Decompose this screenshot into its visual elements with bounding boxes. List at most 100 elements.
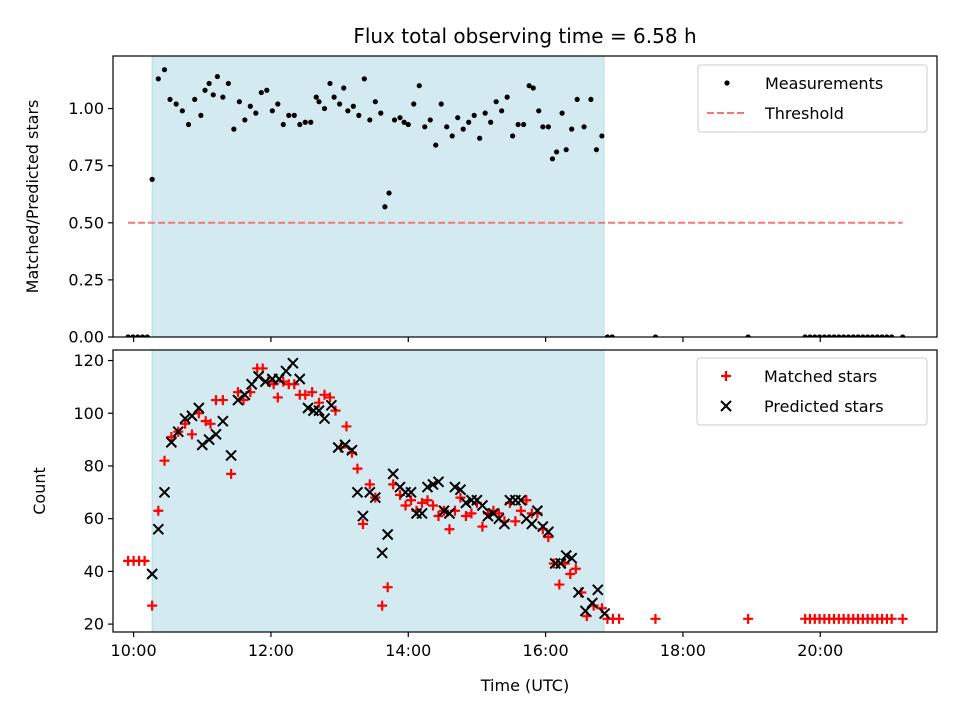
measurement-point [569, 126, 575, 132]
measurement-point [488, 119, 494, 125]
predicted-star-point [443, 507, 456, 520]
y-tick-label: 0.25 [68, 270, 104, 289]
bottom-panel: 20 40 60 80 100 120 10:00 12:00 14:00 16:00 18:00 2… [30, 349, 938, 695]
measurement-point [889, 334, 895, 337]
matched-star-point [166, 431, 177, 442]
measurement-point [405, 121, 411, 128]
matched-star-point [205, 418, 216, 429]
predicted-star-point [357, 510, 369, 522]
measurement-point [449, 133, 455, 139]
predicted-star-point [217, 415, 229, 427]
measurement-point [345, 108, 351, 114]
measurement-point [826, 334, 832, 337]
predicted-star-point [325, 399, 338, 412]
measurement-point [477, 135, 483, 141]
measurement-point [327, 80, 333, 87]
matched-star-point [341, 421, 352, 432]
measurement-point [297, 121, 303, 128]
measurement-point [341, 85, 347, 91]
predicted-star-point [515, 494, 527, 506]
measurement-point [308, 119, 314, 125]
y-tick-label: 0.50 [68, 213, 104, 232]
x-axis-label: Time (UTC) [480, 676, 569, 695]
predicted-star-point [225, 449, 237, 462]
matched-star-point [422, 495, 433, 506]
predicted-star-point [476, 499, 489, 512]
predicted-star-point [165, 436, 178, 448]
x-tick-label: 18:00 [660, 641, 706, 660]
measurement-point [372, 99, 378, 105]
observing-span [152, 56, 604, 337]
y-tick-label: 20 [84, 615, 104, 634]
measurement-point [378, 110, 384, 116]
legend: Matched stars Predicted stars [696, 357, 928, 426]
predicted-star-point [498, 518, 511, 530]
predicted-star-point [210, 428, 222, 441]
plot-frame [112, 55, 938, 338]
matched-star-point [364, 479, 375, 490]
matched-star-point [455, 492, 466, 503]
matched-star-point [278, 376, 289, 387]
measurement-point [515, 121, 521, 128]
measurement-point [521, 121, 527, 128]
measurement-point [652, 334, 659, 337]
measurement-point [206, 80, 212, 87]
measurement-point [563, 147, 569, 153]
measurement-point [302, 119, 308, 125]
legend-marker-plus [721, 371, 731, 381]
x-tick-label: 12:00 [248, 641, 294, 660]
measurement-point [845, 334, 852, 337]
matched-star-point [400, 500, 411, 511]
measurement-point [460, 126, 466, 132]
measurement-point [397, 115, 403, 121]
measurement-point [549, 156, 556, 162]
predicted-star-point [369, 491, 382, 504]
predicted-star-point [332, 441, 344, 454]
x-tick-label: 10:00 [111, 641, 157, 660]
measurement-point [269, 108, 275, 114]
measurement-point [900, 334, 906, 337]
measurement-point [855, 334, 861, 337]
measurement-point [382, 204, 388, 210]
measurement-point [242, 117, 248, 123]
matched-star-point [433, 511, 444, 522]
predicted-star-point [313, 404, 325, 417]
measurement-point [220, 94, 226, 100]
y-tick-label: 1.00 [68, 99, 104, 118]
matched-star-point [377, 600, 388, 611]
y-axis-label: Count [30, 467, 49, 515]
measurement-point [499, 108, 505, 114]
predicted-star-point [454, 483, 467, 496]
matched-star-point [319, 389, 330, 400]
y-tick-label: 120 [73, 351, 104, 370]
measurement-point [316, 99, 322, 105]
measurement-point [526, 83, 532, 89]
matched-star-point [614, 613, 625, 624]
x-tick-label: 14:00 [385, 641, 431, 660]
matched-star-point [897, 613, 908, 624]
measurement-point [609, 334, 615, 337]
matched-star-point [159, 455, 170, 466]
measurement-point [155, 76, 161, 82]
predicted-star-point [560, 549, 572, 562]
predicted-star-point [586, 597, 599, 609]
measurement-point [599, 133, 605, 139]
matched-star-point [565, 569, 576, 580]
matched-star-point [570, 563, 581, 574]
measurement-point [286, 112, 292, 118]
measurement-point [812, 334, 818, 337]
matched-star-point [444, 524, 455, 535]
measurement-point [841, 334, 847, 337]
legend-entry: Threshold [764, 104, 844, 123]
measurement-point [356, 112, 362, 118]
measurement-point [821, 334, 827, 337]
measurement-point [264, 87, 270, 93]
predicted-star-point [318, 412, 331, 425]
measurement-point [540, 124, 546, 130]
predicted-star-point [432, 476, 445, 488]
matched-star-point [493, 508, 504, 519]
measurement-point [253, 110, 259, 116]
legend: Measurements Threshold [697, 64, 928, 133]
y-tick-label: 100 [73, 404, 104, 423]
